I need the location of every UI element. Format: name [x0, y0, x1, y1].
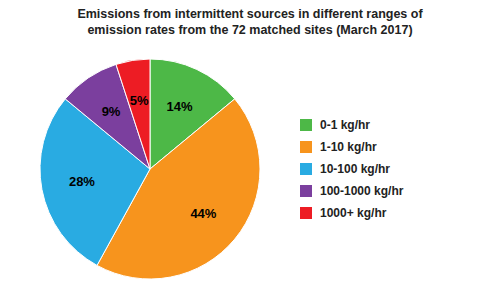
- chart-container: Emissions from intermittent sources in d…: [0, 0, 500, 292]
- data-label: 14%: [166, 99, 192, 114]
- legend-swatch: [300, 163, 312, 175]
- slices: [40, 59, 260, 279]
- slice: [116, 59, 150, 169]
- legend-label: 10-100 kg/hr: [320, 162, 390, 176]
- legend-label: 1-10 kg/hr: [320, 140, 377, 154]
- legend-swatch: [300, 207, 312, 219]
- background: [0, 0, 500, 292]
- legend: 0-1 kg/hr 1-10 kg/hr 10-100 kg/hr 100-1000 …: [300, 118, 404, 220]
- data-labels: 14% 44% 28% 9% 5%: [69, 93, 217, 221]
- legend-swatch: [300, 141, 312, 153]
- chart: Emissions from intermittent sources in d…: [0, 0, 500, 292]
- legend-label: 100-1000 kg/hr: [320, 184, 404, 198]
- data-label: 28%: [69, 174, 95, 189]
- legend-swatch: [300, 119, 312, 131]
- data-label: 9%: [102, 104, 121, 119]
- data-label: 44%: [190, 206, 216, 221]
- title: Emissions from intermittent sources in d…: [77, 7, 423, 37]
- legend-label: 1000+ kg/hr: [320, 206, 387, 220]
- legend-swatch: [300, 185, 312, 197]
- data-label: 5%: [130, 93, 149, 108]
- legend-label: 0-1 kg/hr: [320, 118, 370, 132]
